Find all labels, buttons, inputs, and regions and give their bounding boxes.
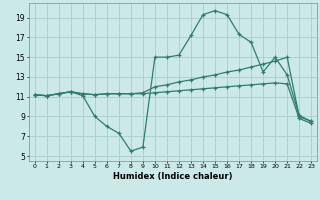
X-axis label: Humidex (Indice chaleur): Humidex (Indice chaleur): [113, 172, 233, 181]
